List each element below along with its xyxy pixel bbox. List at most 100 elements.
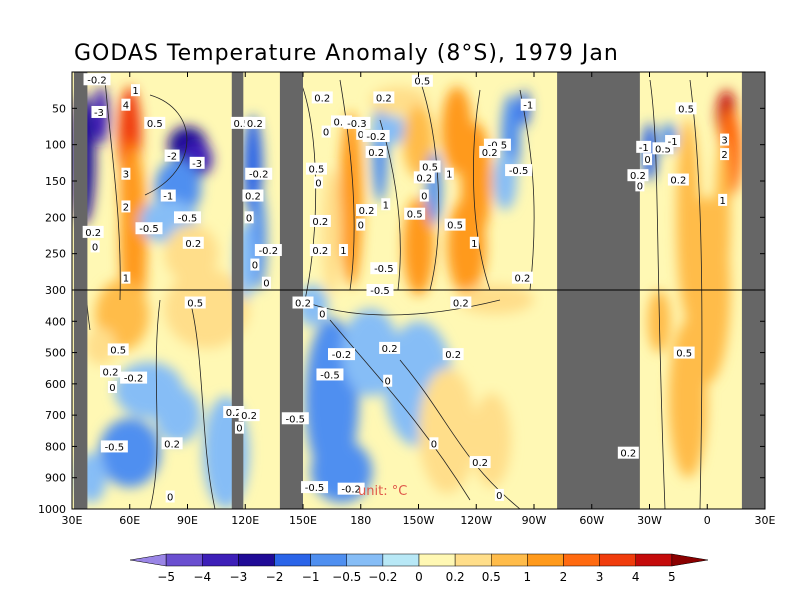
contour-label-text: -0.5 (286, 414, 306, 425)
contour-label: 1 (131, 84, 141, 97)
contour-label-box (379, 341, 401, 354)
contour-label: 0.5 (673, 346, 695, 360)
contour-label: -0.5 (505, 164, 533, 177)
colorbar-tick-label: 0.2 (446, 570, 465, 584)
contour-label: 0.5 (404, 207, 426, 221)
contour-line (104, 79, 121, 301)
colorbar-swatch (310, 553, 347, 567)
contour-label-box (238, 409, 260, 422)
contour-label: 0.2 (469, 456, 491, 469)
contour-label-text: -0.5 (370, 286, 390, 297)
contour-label-box (100, 440, 128, 453)
contour-label-text: 2 (123, 202, 129, 213)
y-tick-label: 150 (45, 175, 66, 188)
contour-label: 0.5 (144, 116, 166, 130)
contour-label: 0.5 (675, 102, 697, 115)
contour-label-box (144, 116, 166, 129)
contour-line (473, 89, 491, 291)
contour-label: 0 (250, 258, 260, 272)
contour-label-text: 0 (236, 424, 242, 435)
contour-label-box (244, 116, 266, 129)
contour-label-text: 0.2 (103, 367, 119, 378)
contour-label-box (370, 262, 398, 275)
anomaly-patch (418, 368, 477, 494)
contour-label-text: -0.2 (124, 374, 144, 385)
contour-label: 0 (356, 127, 366, 141)
contour-label-box (107, 380, 117, 393)
x-tick-label: 30E (755, 514, 776, 527)
colorbar-swatch (346, 553, 384, 567)
contour-label: 0.2 (479, 145, 501, 159)
contour-label-box (83, 73, 111, 86)
contour-label: 0 (234, 421, 244, 435)
contour-label-box (675, 102, 697, 115)
contour-label-text: 0.5 (233, 119, 249, 130)
contour-label-text: 0 (644, 155, 650, 166)
contour-label-text: 0.2 (630, 171, 646, 182)
contour-label: -0.5 (301, 481, 329, 494)
contour-label-box (245, 167, 273, 180)
contour-label: 0.2 (311, 91, 333, 104)
contour-line (329, 319, 471, 501)
contour-label-box (444, 218, 466, 231)
contour-label-box (338, 244, 348, 257)
contour-label: -0.2 (120, 371, 148, 385)
contour-label-text: 0.5 (334, 117, 350, 128)
contour-label-text: 0 (252, 261, 258, 272)
contour-label: 0.2 (667, 173, 689, 187)
contour-label: 0.2 (238, 409, 260, 422)
contour-label-text: 0 (319, 309, 325, 320)
contour-label-box (673, 346, 695, 359)
contour-label-box (366, 284, 394, 296)
contour-label-text: 3 (123, 170, 129, 181)
contour-label-box (234, 421, 244, 434)
colorbar-tick-label: −2 (266, 570, 284, 584)
contour-label-box (254, 244, 282, 257)
contour-label: 2 (720, 148, 730, 161)
anomaly-patch (472, 393, 511, 488)
colorbar-tick-label: 1 (524, 570, 532, 584)
contour-label: -0.2 (245, 167, 273, 181)
contour-label-text: 0 (358, 130, 364, 141)
contour-label-text: 0.2 (359, 206, 375, 217)
contour-label-text: 0.5 (407, 210, 423, 221)
contour-label-text: 0.2 (241, 411, 257, 422)
contour-label-text: 0.5 (678, 104, 694, 115)
contour-label-text: 0.2 (247, 119, 263, 130)
contour-label: 0.2 (82, 225, 104, 239)
contour-label-text: 0 (167, 492, 173, 503)
contour-label-box (442, 348, 464, 361)
colorbar-swatch (382, 553, 420, 567)
y-tick-label: 500 (45, 347, 66, 360)
contour-label-box (381, 198, 391, 211)
contour-label-box (281, 412, 309, 425)
y-tick-label: 200 (45, 211, 66, 224)
colorbar: −5 −4 −3 −2 −1 −0.5 −0.2 0 0.2 0.5 1 2 3 4 5 (129, 553, 709, 584)
contour-label: -2 (164, 149, 180, 163)
contour-label-box (356, 218, 366, 231)
contour-label-text: -3 (94, 108, 104, 119)
contour-label-text: 0.2 (514, 274, 530, 285)
contour-label: 0 (635, 179, 645, 192)
colorbar-tick-label: 3 (596, 570, 604, 584)
contour-label-text: -0.2 (259, 246, 279, 257)
contour-label-text: -0.2 (366, 132, 386, 143)
contour-label-box (720, 133, 730, 146)
contour-label-box (337, 482, 365, 495)
contour-label-text: -1 (523, 101, 533, 112)
contour-label: 0.2 (373, 91, 395, 104)
contour-label-text: 0.2 (245, 192, 261, 203)
contour-label: 0 (107, 380, 117, 394)
contour-label-box (184, 296, 206, 309)
contour-label-box (469, 456, 491, 469)
contour-label-text: 0.5 (110, 345, 126, 356)
contour-label-text: 0 (263, 279, 269, 290)
contour-label: 0.2 (413, 171, 435, 184)
contour-label-text: 1 (132, 86, 138, 97)
contour-label-box (100, 365, 121, 378)
contour-label-text: 0.2 (164, 439, 180, 450)
contour-label: 0.2 (365, 145, 387, 159)
x-tick-label: 30W (637, 514, 662, 527)
y-tick-label: 400 (45, 315, 66, 328)
